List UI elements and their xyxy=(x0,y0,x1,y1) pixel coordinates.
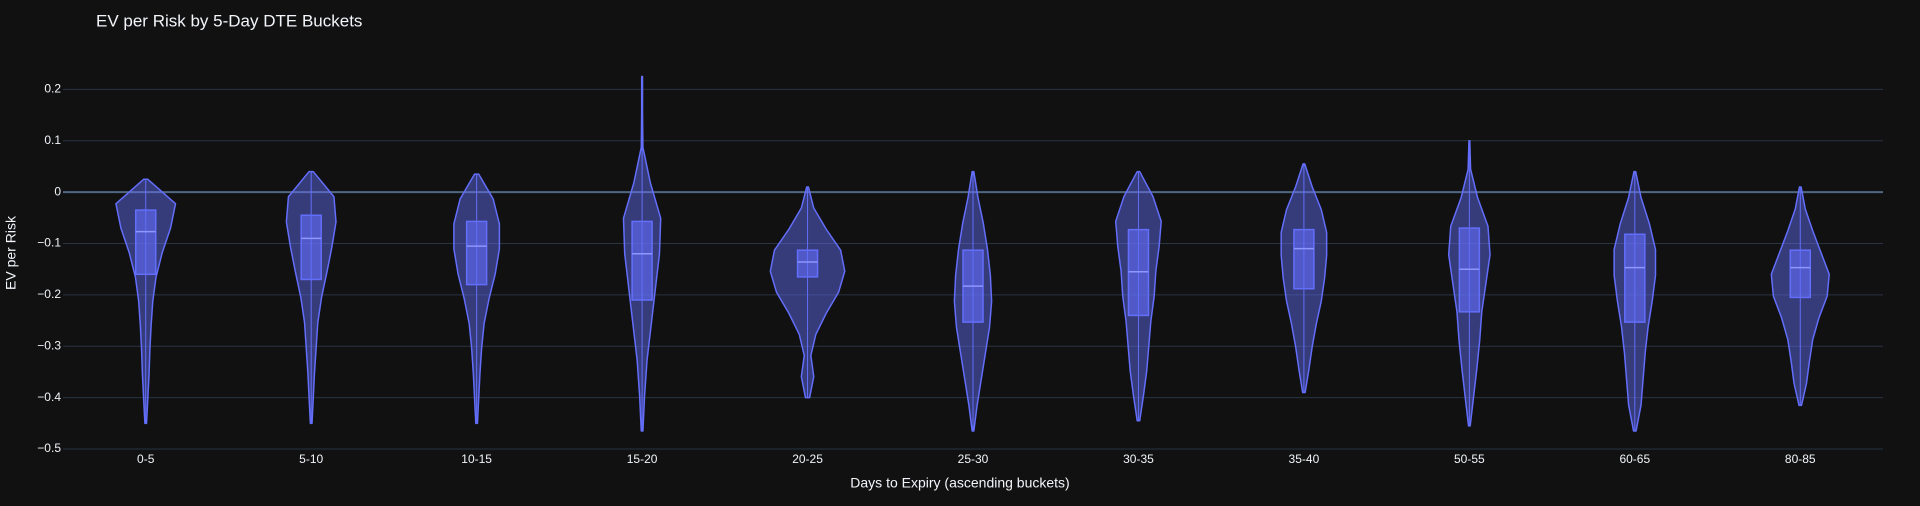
box xyxy=(1624,233,1646,323)
box xyxy=(1293,228,1315,290)
x-tick-label: 20-25 xyxy=(792,452,823,466)
x-tick-label: 10-15 xyxy=(461,452,492,466)
x-tick-label: 80-85 xyxy=(1785,452,1816,466)
y-tick-label: −0.1 xyxy=(37,236,61,250)
box xyxy=(300,214,322,281)
box xyxy=(134,209,157,276)
x-tick-label: 60-65 xyxy=(1619,452,1650,466)
box xyxy=(1789,249,1812,299)
y-tick-label: −0.5 xyxy=(37,441,61,455)
chart-title: EV per Risk by 5-Day DTE Buckets xyxy=(96,11,362,30)
y-tick-label: 0.1 xyxy=(44,133,61,147)
y-tick-label: −0.3 xyxy=(37,338,61,352)
x-tick-label: 25-30 xyxy=(958,452,989,466)
x-tick-label: 0-5 xyxy=(137,452,155,466)
box xyxy=(796,249,819,278)
box xyxy=(1458,227,1481,313)
x-axis-label: Days to Expiry (ascending buckets) xyxy=(850,475,1069,491)
box xyxy=(465,220,488,286)
y-tick-label: 0 xyxy=(54,184,61,198)
x-tick-label: 15-20 xyxy=(627,452,658,466)
x-tick-label: 50-55 xyxy=(1454,452,1485,466)
x-tick-label: 30-35 xyxy=(1123,452,1154,466)
y-tick-label: −0.2 xyxy=(37,287,61,301)
x-tick-label: 35-40 xyxy=(1289,452,1320,466)
x-tick-label: 5-10 xyxy=(299,452,323,466)
box xyxy=(1127,228,1150,317)
y-axis-label: EV per Risk xyxy=(3,215,19,290)
y-tick-label: 0.2 xyxy=(44,82,61,96)
box xyxy=(631,220,653,301)
y-tick-label: −0.4 xyxy=(37,390,61,404)
